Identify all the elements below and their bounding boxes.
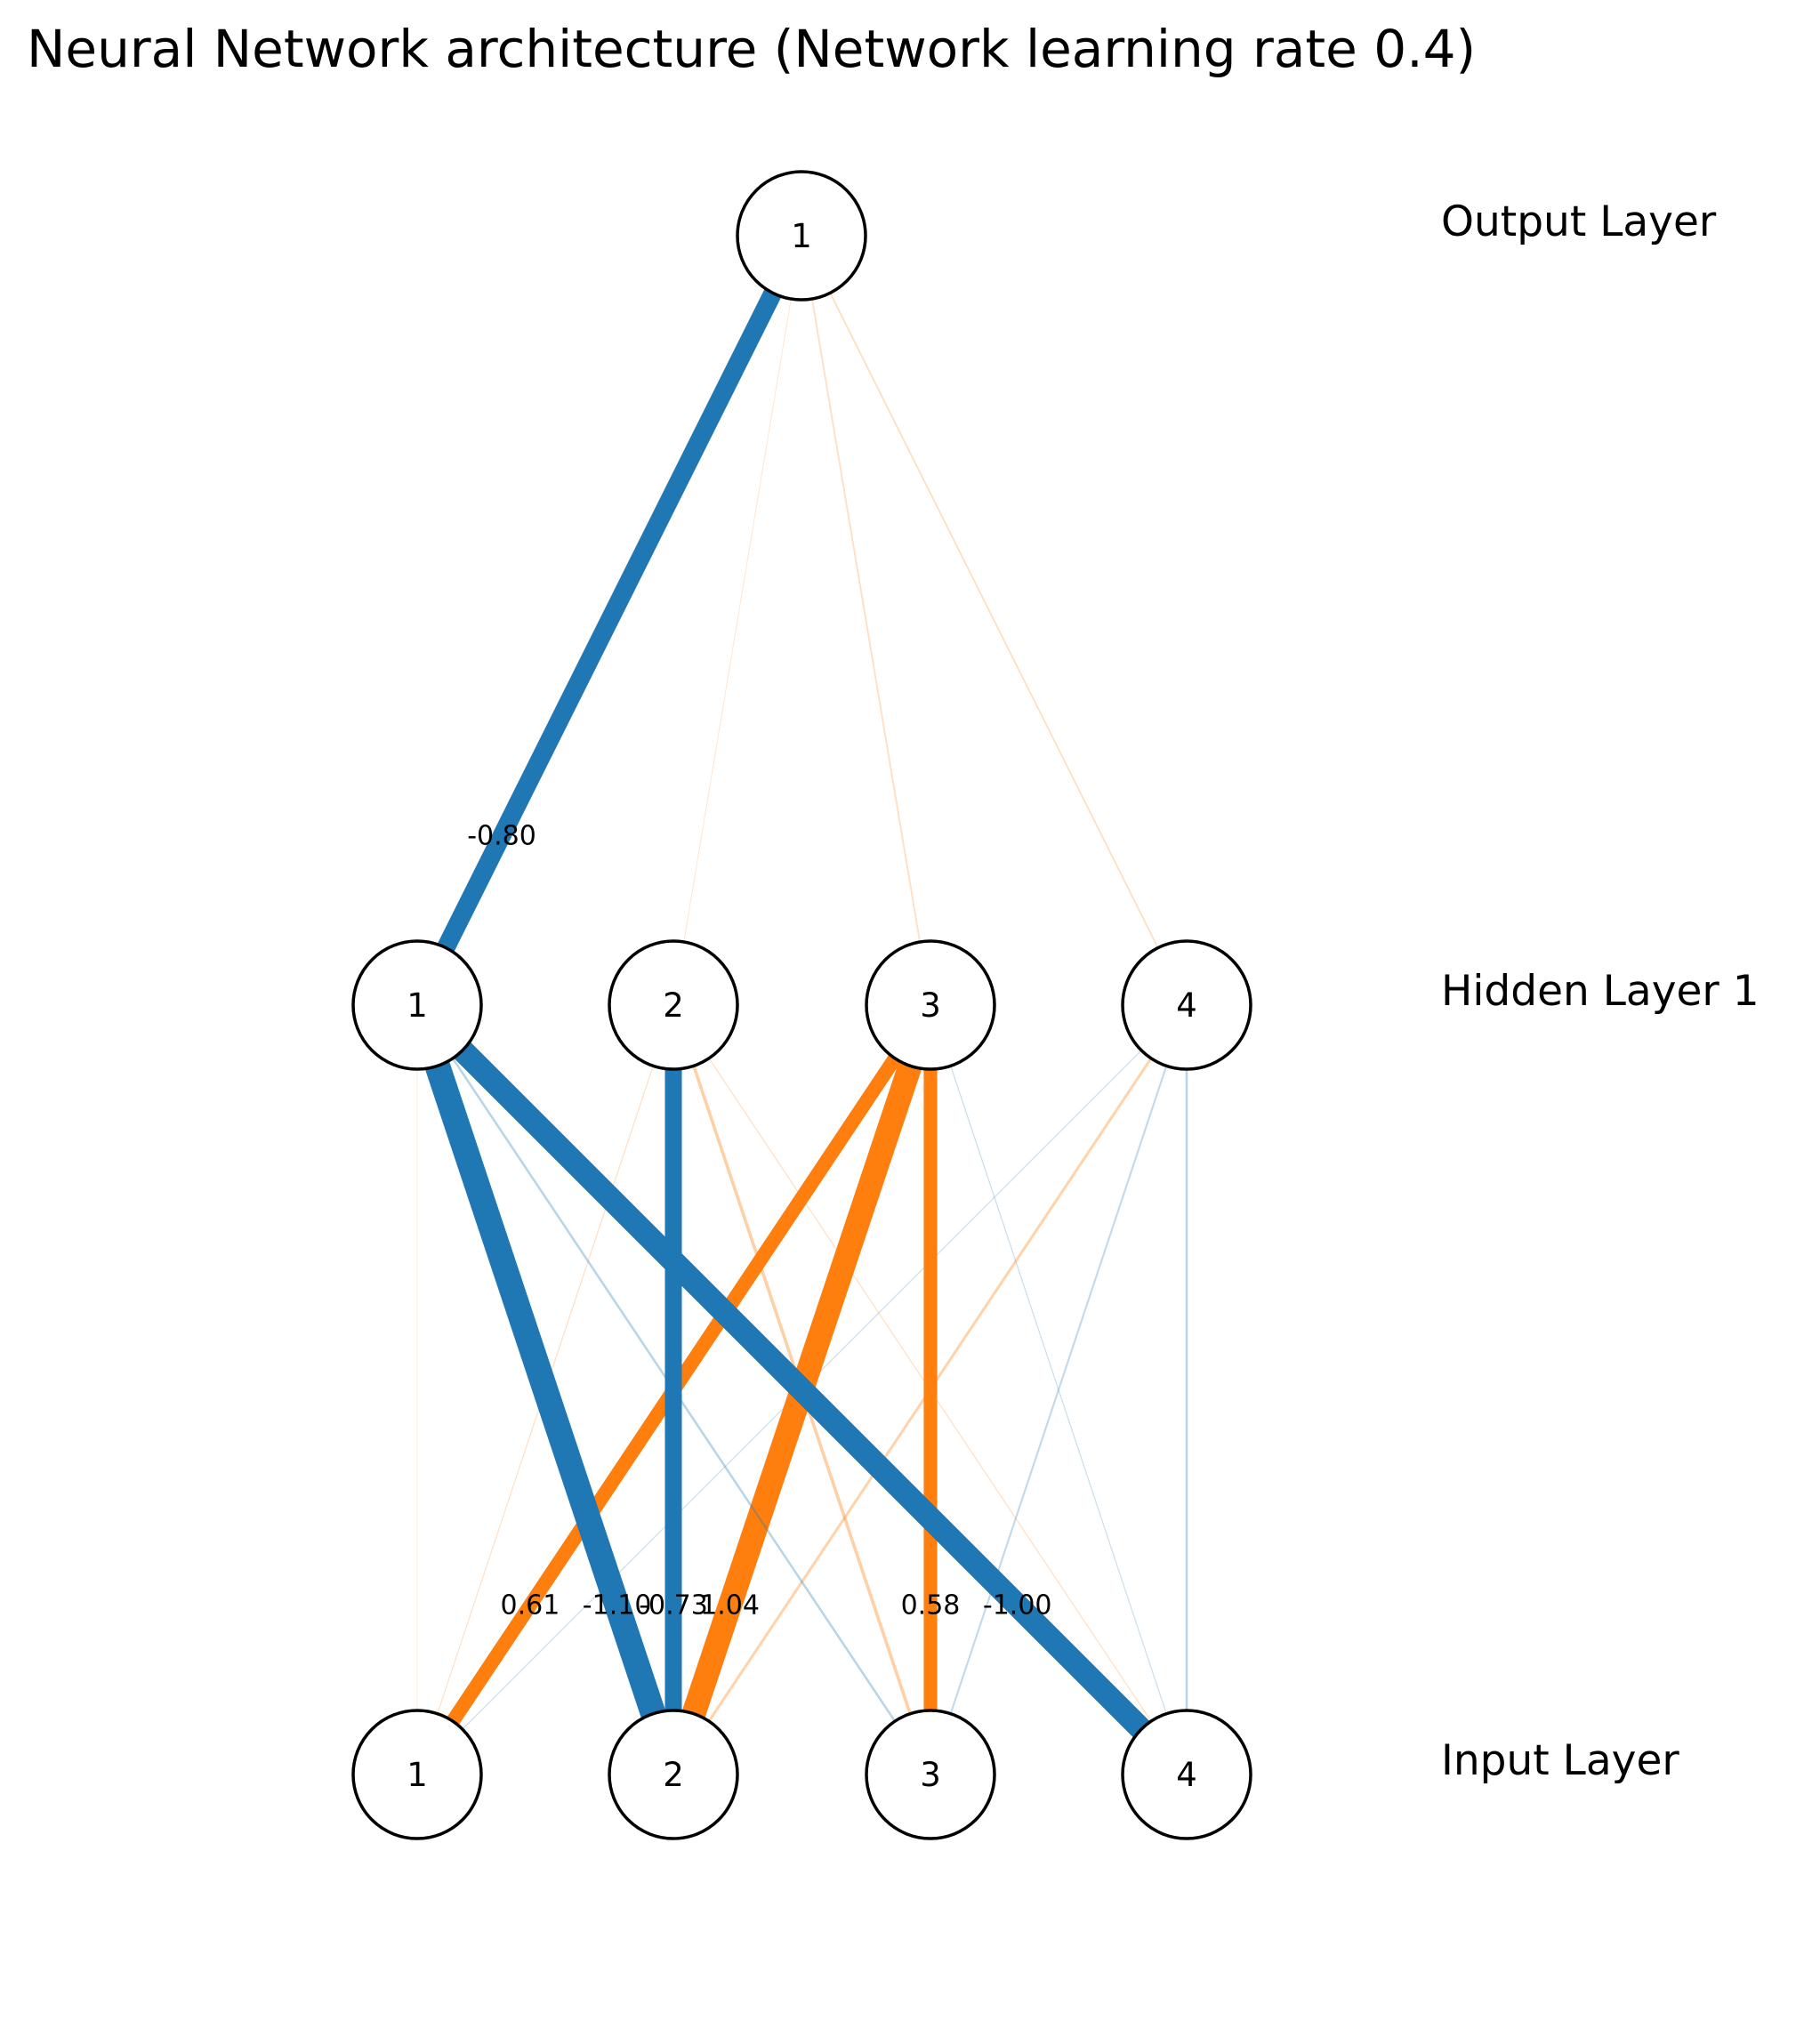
node-label: 2 [663,1756,684,1794]
node-label: 1 [407,1756,428,1794]
edge-hidden1-2-to-output-1 [681,289,793,952]
layer-label-hidden1: Hidden Layer 1 [1441,967,1760,1016]
layer-label-output: Output Layer [1441,197,1717,246]
weight-label: 0.58 [901,1590,961,1622]
node-hidden1-2: 2 [608,939,739,1071]
weight-label: 0.61 [501,1590,560,1622]
node-hidden1-1: 1 [351,939,483,1071]
node-circle [608,1709,739,1840]
node-circle [865,1709,996,1840]
weight-label: 1.04 [700,1590,760,1622]
node-circle [351,939,483,1071]
nodes-group: 1 2 3 4 1 2 3 4 1 [351,170,1252,1840]
weight-label: -0.73 [639,1590,708,1622]
edge-hidden1-1-to-output-1 [432,280,786,961]
node-hidden1-4: 4 [1121,939,1252,1071]
edge-input-4-to-hidden1-3 [946,1056,1171,1724]
node-input-2: 2 [608,1709,739,1840]
weight-label: -1.00 [983,1590,1052,1622]
node-label: 4 [1176,986,1197,1025]
edge-input-4-to-hidden1-1 [447,1035,1156,1744]
node-circle [1121,1709,1252,1840]
node-circle [608,939,739,1071]
node-input-1: 1 [351,1709,483,1840]
node-label: 3 [920,1756,941,1794]
edge-hidden1-4-to-output-1 [825,284,1164,957]
node-circle [736,170,867,302]
node-input-4: 4 [1121,1709,1252,1840]
edge-input-2-to-hidden1-1 [422,1052,669,1727]
node-hidden1-3: 3 [865,939,996,1071]
node-output-1: 1 [736,170,867,302]
node-circle [351,1709,483,1840]
diagram-title: Neural Network architecture (Network lea… [27,19,1476,79]
connections-group [416,280,1188,1744]
weight-label: -1.10 [583,1590,652,1622]
layer-label-input: Input Layer [1441,1736,1679,1785]
node-input-3: 3 [865,1709,996,1840]
node-label: 4 [1176,1756,1197,1794]
weight-label: -0.80 [467,821,536,852]
edge-input-3-to-hidden1-4 [946,1056,1171,1724]
edge-hidden1-3-to-output-1 [809,289,922,952]
edge-input-4-to-hidden1-2 [703,1050,1157,1730]
node-circle [1121,939,1252,1071]
node-circle [865,939,996,1071]
node-label: 3 [920,986,941,1025]
node-label: 1 [791,217,812,255]
weight-labels-group: 0.61 -1.10-0.731.04 0.58 -1.00 -0.80 [467,821,1051,1622]
node-label: 2 [663,986,684,1025]
layer-labels-group: Input Layer Hidden Layer 1 Output Layer [1441,197,1760,1785]
edge-input-3-to-hidden1-1 [446,1050,902,1730]
node-label: 1 [407,986,428,1025]
